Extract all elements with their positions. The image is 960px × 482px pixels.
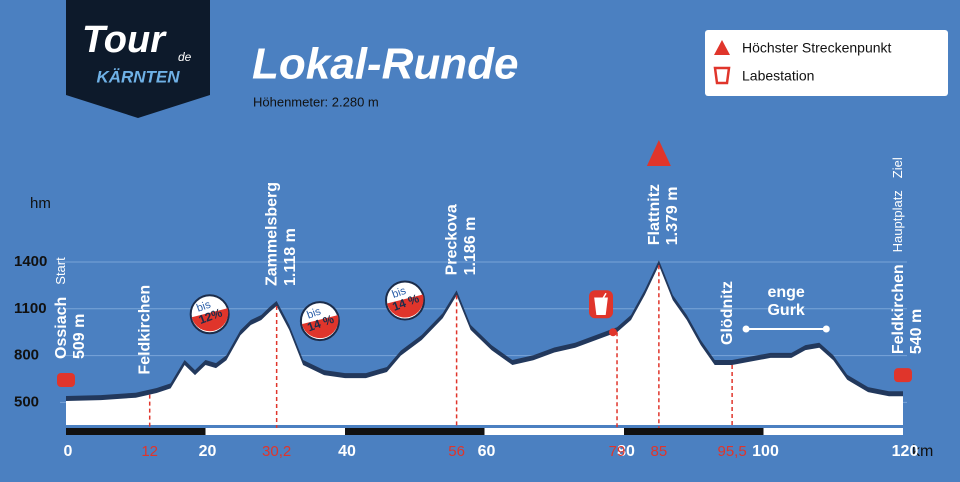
y-axis-label: hm (30, 195, 51, 212)
start-finish-marker (894, 368, 912, 383)
axis-band (484, 428, 624, 435)
place-elevation: 1.118 m (282, 228, 299, 286)
place-elevation: 1.186 m (462, 217, 479, 276)
gradient-fill (301, 315, 339, 339)
segment-label: enge (767, 284, 804, 301)
place-elevation: 509 m (71, 314, 88, 359)
gradient-fill (191, 308, 229, 332)
place-name-text: Preckova (444, 204, 461, 275)
place-name-text: Zammelsberg (264, 182, 281, 286)
y-tick-label: 1400 (14, 253, 47, 270)
gradient-fill (386, 294, 424, 318)
place-name: Preckova (444, 204, 461, 275)
logo-region: KÄRNTEN (96, 67, 180, 86)
place-elevation: 540 m (908, 309, 925, 354)
x-axis-label: km (912, 443, 933, 460)
logo-de: de (178, 50, 192, 64)
km-mark-label: 56 (448, 443, 465, 460)
place-label: Flattnitz 1.379 m (646, 184, 681, 245)
segment-end (742, 325, 750, 333)
highest-marker (646, 140, 671, 166)
place-name-text: Flattnitz (646, 184, 663, 245)
logo-main: Tour (82, 19, 167, 61)
place-name-text: Feldkirchen (137, 285, 154, 375)
segment-end (822, 325, 830, 333)
km-mark-label: 85 (651, 443, 668, 460)
x-tick-label: 80 (617, 443, 635, 460)
axis-band (205, 428, 345, 435)
gradient-prefix: bis (195, 298, 213, 314)
place-name: Flattnitz (646, 184, 663, 245)
place-name-text: Ossiach (53, 297, 70, 359)
axis-band (66, 428, 206, 435)
start-finish-marker (57, 372, 75, 387)
legend-label: Höchster Streckenpunkt (742, 40, 892, 56)
x-tick-label: 100 (752, 443, 779, 460)
profile-area (66, 265, 903, 425)
km-mark-label: 95,5 (718, 443, 747, 460)
legend-peak-icon (714, 40, 730, 55)
gradient-prefix: bis (390, 285, 408, 301)
axis-band (763, 428, 903, 435)
place-name-text: Feldkirchen (890, 264, 907, 354)
km-mark-label: 12 (141, 443, 158, 460)
x-tick-label: 120 (892, 443, 919, 460)
place-label: Ossiach Start 509 m (53, 257, 88, 359)
legend-box (705, 30, 948, 96)
x-tick-label: 60 (478, 443, 496, 460)
km-mark-label: 79 (609, 443, 626, 460)
axis-band (345, 428, 485, 435)
y-tick-label: 500 (14, 393, 39, 410)
place-note: Hauptplatz (890, 190, 905, 252)
place-name: Ossiach Start (53, 257, 70, 359)
segment-label: Gurk (767, 302, 804, 319)
legend-label: Labestation (742, 68, 814, 84)
place-name-text: Glödnitz (719, 281, 736, 345)
place-name: Glödnitz (719, 281, 736, 345)
place-elevation: 1.379 m (664, 187, 681, 246)
place-label: Feldkirchen Hauptplatz Ziel 540 m (890, 157, 925, 354)
place-label: Preckova 1.186 m (444, 204, 479, 275)
axis-band (624, 428, 764, 435)
logo-badge (66, 0, 210, 118)
place-note: Start (53, 257, 68, 285)
x-tick-label: 40 (338, 443, 356, 460)
place-label: Zammelsberg 1.118 m (264, 182, 299, 286)
place-name: Feldkirchen Hauptplatz Ziel (890, 157, 907, 354)
place-label: Glödnitz (719, 281, 736, 345)
y-tick-label: 800 (14, 347, 39, 364)
x-tick-label: 20 (199, 443, 217, 460)
place-note: Ziel (890, 157, 905, 178)
place-label: Feldkirchen (137, 285, 154, 375)
km-mark-label: 30,2 (262, 443, 291, 460)
gradient-prefix: bis (305, 305, 323, 321)
x-tick-label: 0 (64, 443, 73, 460)
place-name: Feldkirchen (137, 285, 154, 375)
place-name: Zammelsberg (264, 182, 281, 286)
chart-title: Lokal-Runde (252, 40, 518, 89)
chart-subtitle: Höhenmeter: 2.280 m (253, 94, 379, 109)
station-dot (609, 328, 618, 337)
y-tick-label: 1100 (14, 300, 47, 317)
station-cup (594, 292, 608, 315)
legend-station-icon (713, 66, 731, 85)
